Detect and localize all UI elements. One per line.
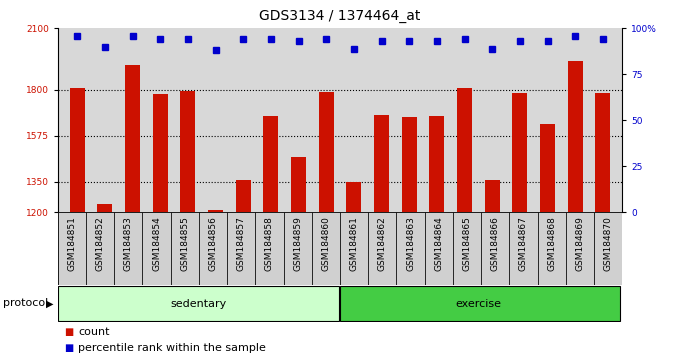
Text: percentile rank within the sample: percentile rank within the sample — [78, 343, 266, 353]
Bar — [402, 117, 417, 212]
Text: GSM184864: GSM184864 — [435, 216, 443, 271]
Bar — [340, 212, 369, 285]
Bar — [143, 212, 171, 285]
Bar — [318, 92, 334, 212]
Text: GSM184870: GSM184870 — [604, 216, 613, 271]
Bar — [227, 212, 256, 285]
Bar — [425, 212, 453, 285]
Text: GSM184855: GSM184855 — [180, 216, 189, 271]
Bar — [263, 116, 278, 212]
Bar — [595, 93, 611, 212]
Text: exercise: exercise — [456, 298, 501, 309]
Text: GSM184869: GSM184869 — [575, 216, 584, 271]
Text: ■: ■ — [65, 343, 74, 353]
Bar — [312, 212, 340, 285]
Bar — [199, 212, 227, 285]
Text: GDS3134 / 1374464_at: GDS3134 / 1374464_at — [259, 9, 421, 23]
Text: GSM184853: GSM184853 — [124, 216, 133, 271]
Text: sedentary: sedentary — [171, 298, 226, 309]
Bar — [114, 212, 143, 285]
Bar — [457, 88, 472, 212]
Bar — [291, 157, 306, 212]
Text: protocol: protocol — [3, 298, 49, 308]
Bar — [481, 212, 509, 285]
Bar — [180, 91, 195, 212]
Bar — [69, 88, 85, 212]
Bar — [429, 116, 445, 212]
Bar — [58, 286, 339, 321]
Bar — [566, 212, 594, 285]
Text: GSM184851: GSM184851 — [67, 216, 76, 271]
Bar — [369, 212, 396, 285]
Text: GSM184858: GSM184858 — [265, 216, 274, 271]
Text: GSM184854: GSM184854 — [152, 216, 161, 271]
Bar — [86, 212, 114, 285]
Bar — [340, 286, 620, 321]
Text: ▶: ▶ — [46, 298, 54, 308]
Bar — [453, 212, 481, 285]
Bar — [509, 212, 538, 285]
Text: GSM184859: GSM184859 — [293, 216, 302, 271]
Bar — [256, 212, 284, 285]
Text: GSM184868: GSM184868 — [547, 216, 556, 271]
Bar — [538, 212, 566, 285]
Bar — [235, 180, 251, 212]
Bar — [396, 212, 425, 285]
Bar — [485, 180, 500, 212]
Text: GSM184852: GSM184852 — [96, 216, 105, 271]
Bar — [512, 93, 528, 212]
Bar — [125, 65, 140, 212]
Text: GSM184866: GSM184866 — [491, 216, 500, 271]
Text: GSM184862: GSM184862 — [378, 216, 387, 271]
Bar — [97, 204, 112, 212]
Bar — [346, 182, 362, 212]
Text: GSM184857: GSM184857 — [237, 216, 245, 271]
Bar — [284, 212, 312, 285]
Text: GSM184860: GSM184860 — [322, 216, 330, 271]
Bar — [152, 94, 168, 212]
Bar — [58, 212, 86, 285]
Text: GSM184865: GSM184865 — [462, 216, 471, 271]
Bar — [374, 115, 389, 212]
Text: ■: ■ — [65, 327, 74, 337]
Text: GSM184863: GSM184863 — [406, 216, 415, 271]
Text: count: count — [78, 327, 109, 337]
Text: GSM184861: GSM184861 — [350, 216, 358, 271]
Bar — [594, 212, 622, 285]
Text: GSM184867: GSM184867 — [519, 216, 528, 271]
Bar — [568, 61, 583, 212]
Bar — [208, 210, 223, 212]
Bar — [540, 125, 555, 212]
Bar — [171, 212, 199, 285]
Text: GSM184856: GSM184856 — [209, 216, 218, 271]
